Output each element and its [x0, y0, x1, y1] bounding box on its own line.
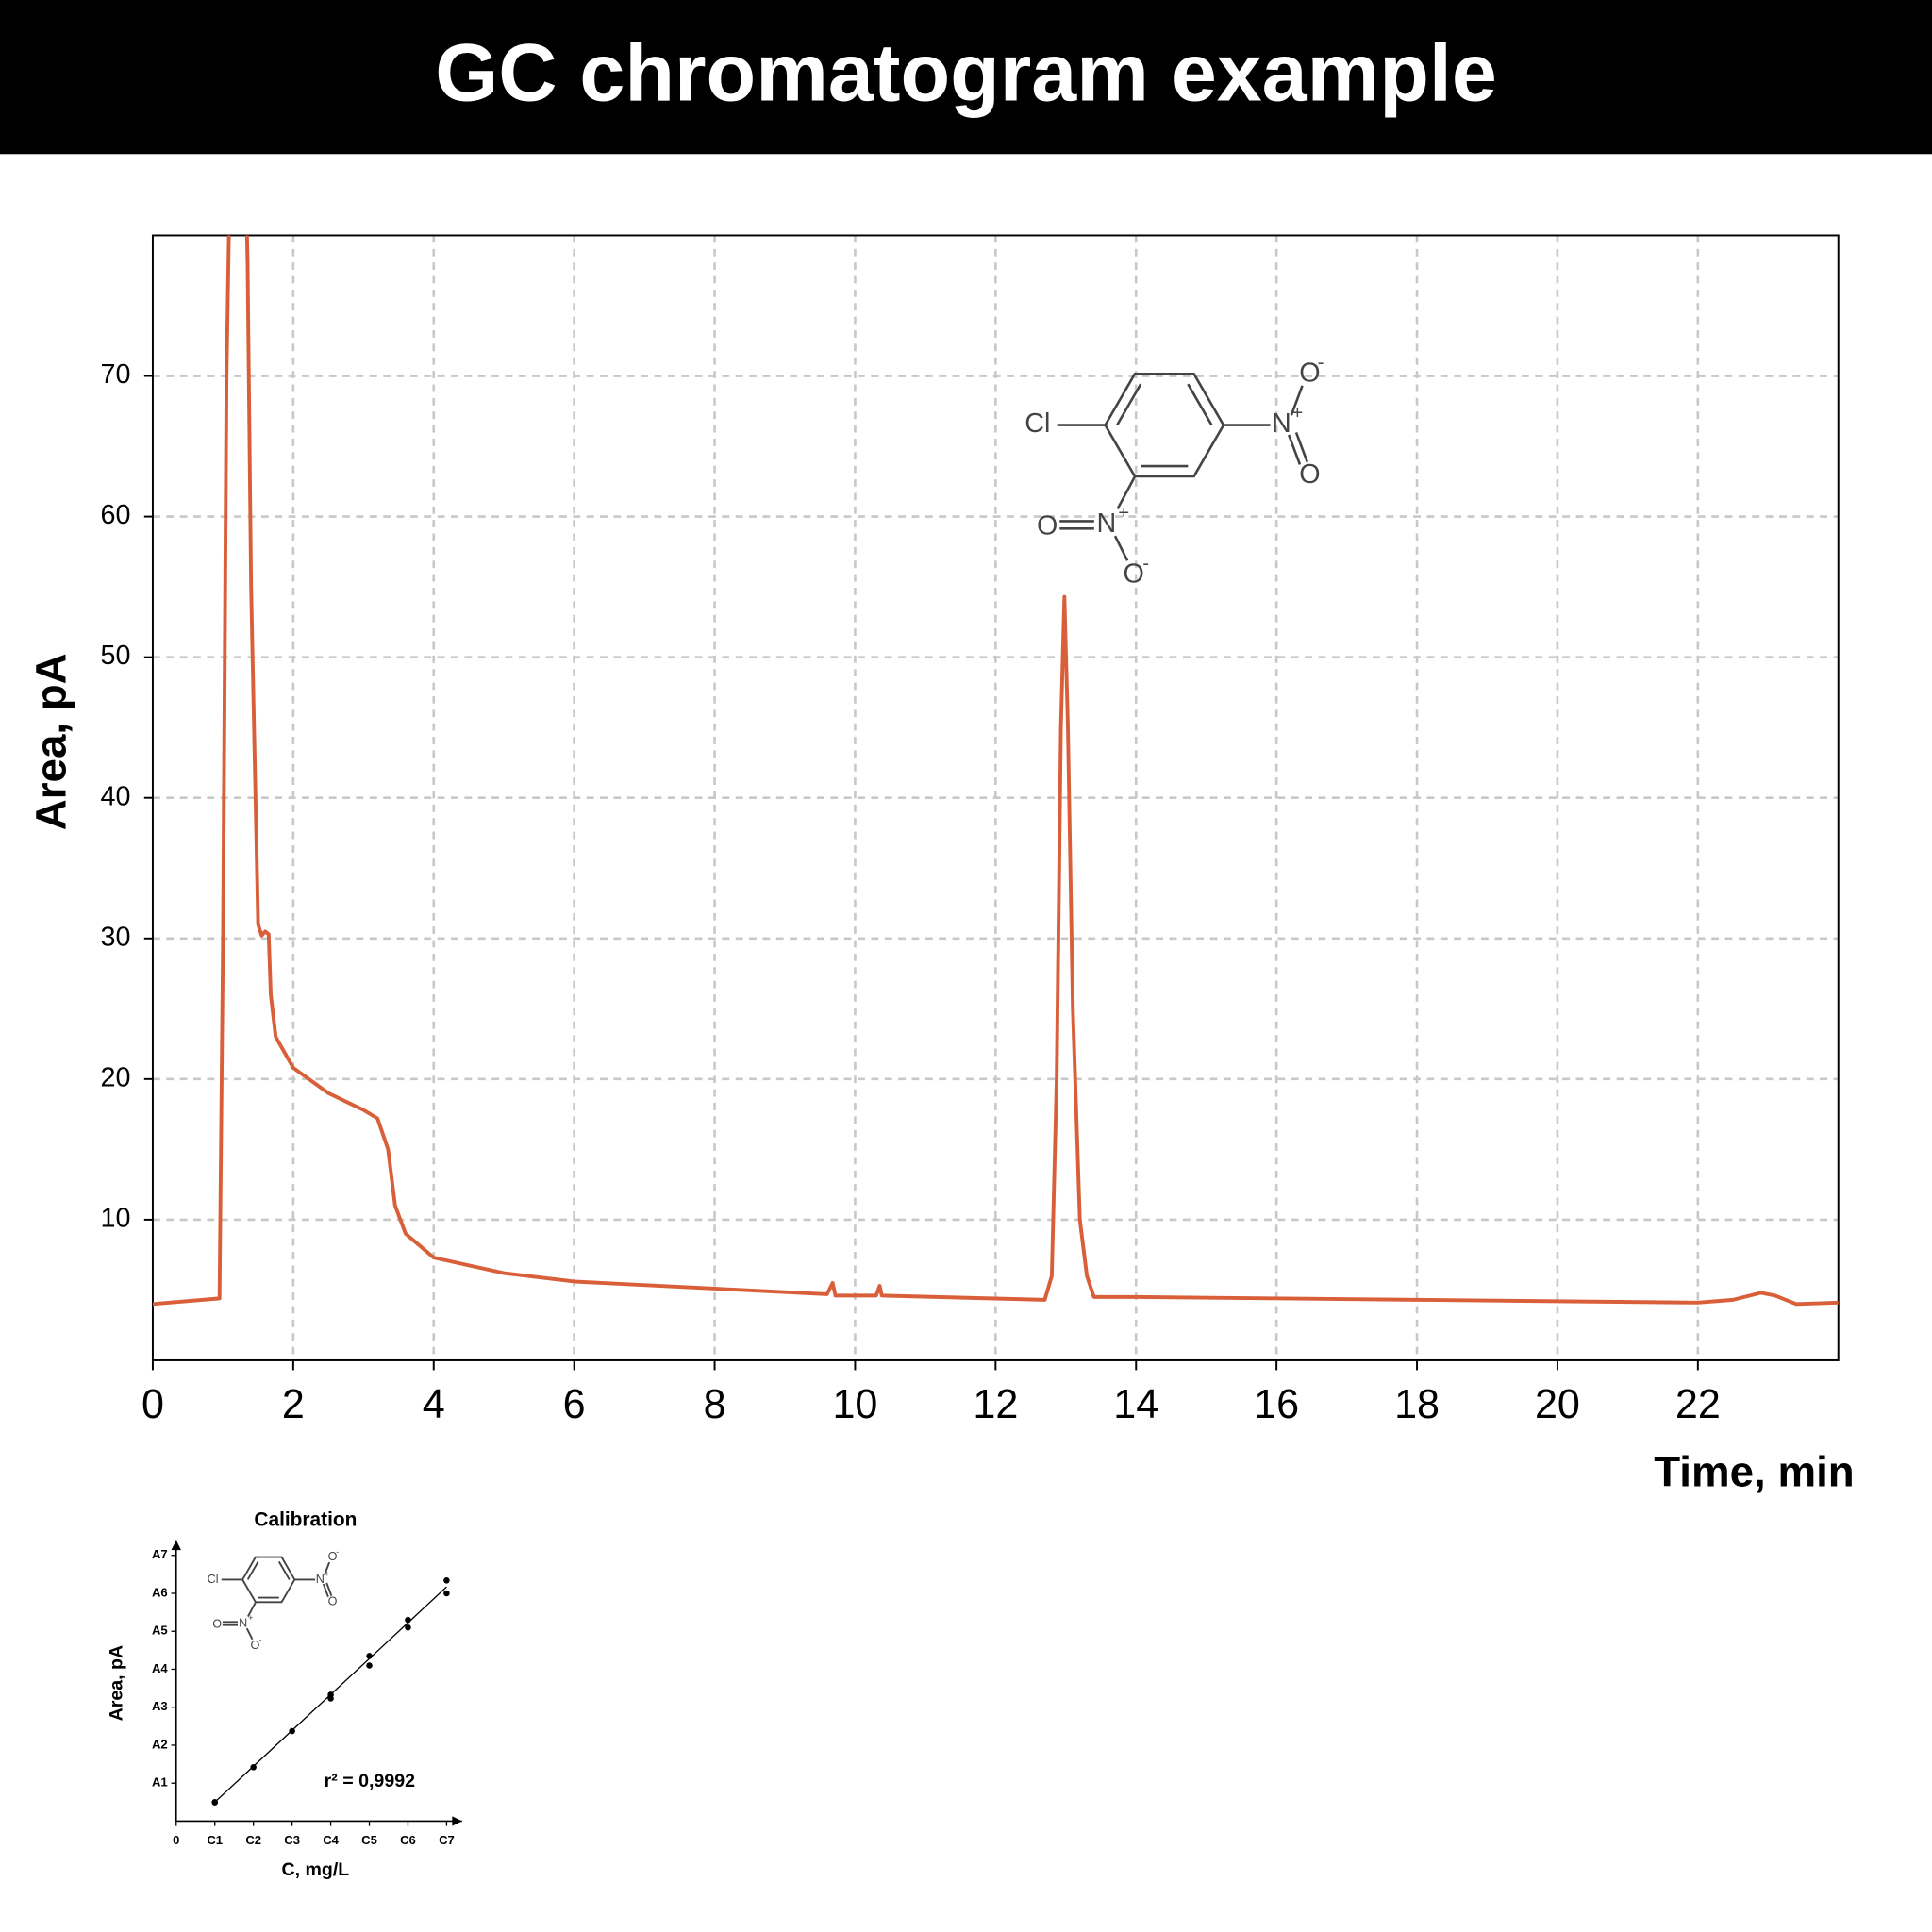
bond	[1113, 535, 1129, 561]
title-bar	[0, 0, 1932, 155]
atom-label: +	[1118, 503, 1129, 524]
x-axis-label: C, mg/L	[281, 1859, 349, 1880]
atom-label: +	[1291, 403, 1303, 424]
point	[405, 1616, 411, 1624]
page-title: GC chromatogram example	[435, 27, 1497, 118]
x-tick-label: 14	[1113, 1382, 1158, 1427]
y-tick-label: A7	[152, 1547, 168, 1561]
atom-label: -	[1142, 554, 1149, 575]
point	[443, 1577, 450, 1584]
atom-label: N	[1097, 508, 1117, 539]
atom-label: -	[336, 1547, 339, 1557]
atom-label: O	[328, 1550, 338, 1563]
chromatogram-line	[152, 235, 1839, 1307]
bond	[247, 1600, 258, 1617]
x-tick-label: C3	[284, 1833, 300, 1847]
atom-label: -	[259, 1636, 262, 1645]
bond	[1294, 431, 1309, 463]
y-tick-label: A4	[152, 1661, 168, 1675]
y-tick-label: 30	[100, 922, 130, 952]
point	[327, 1695, 334, 1702]
ring	[242, 1556, 296, 1604]
atom-label: O	[1123, 559, 1143, 590]
x-tick-label: 2	[282, 1382, 305, 1427]
bond	[245, 1627, 254, 1641]
atom-label: Cl	[208, 1573, 219, 1586]
y-axis-label: Area, pA	[27, 653, 75, 830]
atom-label: +	[248, 1613, 253, 1623]
x-tick-label: 4	[423, 1382, 445, 1427]
ring-bond	[1115, 383, 1142, 426]
point	[405, 1624, 411, 1631]
y-tick-label: A1	[152, 1775, 168, 1790]
ring-bond	[277, 1560, 291, 1580]
atom-label: N	[1272, 408, 1291, 439]
x-tick-label: 0	[142, 1382, 164, 1427]
y-tick-label: 60	[100, 500, 130, 530]
x-tick-label: C4	[323, 1833, 339, 1847]
y-tick-label: 40	[100, 781, 130, 811]
y-axis-label: Area, pA	[106, 1645, 126, 1722]
bond	[1290, 385, 1304, 416]
atom-label: O	[328, 1594, 338, 1607]
y-tick-label: 50	[100, 641, 130, 671]
x-tick-label: 6	[563, 1382, 586, 1427]
x-tick-label: 0	[173, 1833, 179, 1847]
point	[289, 1727, 295, 1735]
y-tick-label: A3	[152, 1699, 168, 1713]
bond	[324, 1561, 330, 1576]
bond	[322, 1583, 329, 1598]
atom-label: Cl	[1024, 408, 1050, 439]
y-tick-label: 10	[100, 1203, 130, 1233]
plot-frame	[151, 234, 1840, 1361]
x-tick-label: C7	[439, 1833, 455, 1847]
ring-bond	[246, 1560, 259, 1580]
atom-label: O	[212, 1617, 222, 1630]
bond	[325, 1582, 333, 1597]
atom-label: +	[325, 1570, 329, 1579]
atom-label: N	[316, 1573, 325, 1586]
y-tick-label: A6	[152, 1585, 168, 1599]
atom-label: N	[239, 1616, 247, 1629]
x-tick-label: C2	[245, 1833, 261, 1847]
atom-label: O	[1037, 511, 1058, 541]
point	[366, 1662, 373, 1669]
x-tick-label: 18	[1394, 1382, 1440, 1427]
x-tick-label: 16	[1254, 1382, 1299, 1427]
x-tick-label: 22	[1675, 1382, 1721, 1427]
bond	[1116, 474, 1138, 510]
atom-label: -	[1318, 353, 1324, 374]
ring-bond	[1187, 383, 1213, 426]
x-tick-label: 20	[1535, 1382, 1580, 1427]
atom-label: O	[250, 1639, 259, 1652]
x-axis-label: Time, min	[1654, 1448, 1855, 1496]
point	[211, 1799, 218, 1806]
x-tick-label: 8	[704, 1382, 726, 1427]
y-tick-label: 70	[100, 359, 130, 390]
y-tick-label: A2	[152, 1737, 168, 1751]
atom-label: O	[1299, 459, 1320, 490]
point	[250, 1764, 257, 1771]
x-tick-label: C5	[361, 1833, 377, 1847]
point	[366, 1653, 373, 1659]
y-tick-label: 20	[100, 1062, 130, 1092]
annotation: r² = 0,9992	[325, 1771, 415, 1791]
bond	[1287, 434, 1302, 465]
x-tick-label: C6	[400, 1833, 416, 1847]
x-tick-label: 10	[832, 1382, 877, 1427]
inset-title: Calibration	[254, 1508, 357, 1530]
ring	[1104, 373, 1225, 478]
x-tick-label: C1	[207, 1833, 223, 1847]
y-tick-label: A5	[152, 1624, 168, 1638]
point	[443, 1590, 450, 1597]
atom-label: O	[1299, 358, 1320, 389]
x-tick-label: 12	[973, 1382, 1018, 1427]
